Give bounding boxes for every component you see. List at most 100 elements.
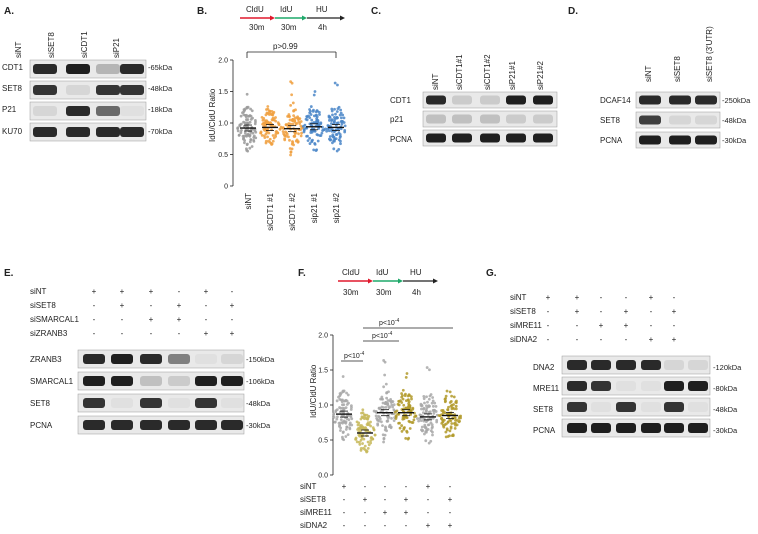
protein-band <box>111 419 133 431</box>
condition-sign: - <box>364 482 367 491</box>
data-point <box>311 109 315 113</box>
data-point <box>248 146 252 150</box>
data-point <box>284 123 288 127</box>
condition-sign: + <box>672 307 677 316</box>
data-point <box>421 411 425 414</box>
data-point <box>316 133 320 137</box>
data-point <box>291 122 295 126</box>
data-point <box>446 408 450 412</box>
condition-sign: + <box>383 508 388 517</box>
data-point <box>345 425 349 429</box>
data-point <box>315 148 319 152</box>
protein-band <box>639 95 661 105</box>
protein-band <box>33 126 57 138</box>
data-point <box>236 129 240 133</box>
data-point <box>364 416 368 420</box>
data-point <box>331 113 334 117</box>
condition-sign: - <box>650 321 653 330</box>
panel-g: G. siNT siSET8 siMRE11 siDNA2 + + - - + -- + - +… <box>486 268 742 438</box>
data-point <box>361 416 365 420</box>
data-point <box>449 419 453 423</box>
data-point <box>269 112 273 116</box>
data-point <box>431 433 434 437</box>
protein-band <box>140 419 162 431</box>
data-point <box>444 430 448 434</box>
protein-band <box>221 353 243 365</box>
data-point <box>420 429 424 433</box>
condition-sign: + <box>426 521 431 530</box>
data-point <box>367 422 371 426</box>
schedule-label-idu: IdU <box>280 5 293 14</box>
panel-g-label: G. <box>486 268 497 279</box>
data-point <box>308 142 312 145</box>
panel-e-condition-label: siNT <box>30 287 47 296</box>
panel-g-condition-label: siDNA2 <box>510 335 538 344</box>
data-point <box>372 409 376 413</box>
data-point <box>397 399 401 403</box>
panel-g-kda-label: -30kDa <box>713 426 738 435</box>
data-point <box>279 125 283 129</box>
protein-band <box>591 422 611 434</box>
condition-sign: - <box>231 287 234 296</box>
data-point <box>367 443 371 447</box>
panel-a-row-label: P21 <box>2 105 17 114</box>
data-point <box>420 407 423 411</box>
data-point <box>334 112 337 116</box>
panel-e-row-label: ZRANB3 <box>30 355 62 364</box>
panel-e-condition-label: siSET8 <box>30 301 56 310</box>
data-point <box>355 440 359 444</box>
data-point <box>373 433 377 437</box>
data-point <box>243 121 247 125</box>
protein-band <box>695 95 717 105</box>
data-point <box>359 448 363 452</box>
data-point <box>402 414 406 418</box>
protein-band <box>195 397 217 409</box>
protein-band <box>533 95 553 105</box>
condition-sign: - <box>93 301 96 310</box>
data-point <box>450 407 454 411</box>
data-point <box>263 119 267 123</box>
data-point <box>459 416 462 420</box>
data-point <box>289 153 292 157</box>
data-point <box>430 426 434 430</box>
condition-sign: - <box>343 521 346 530</box>
panel-g-condition-label: siNT <box>510 293 527 302</box>
protein-band <box>120 84 144 96</box>
data-point <box>365 449 369 453</box>
data-point <box>363 444 367 448</box>
panel-e-label: E. <box>4 268 14 279</box>
data-point <box>408 427 412 430</box>
panel-g-condition-label: siMRE11 <box>510 321 542 330</box>
protein-band <box>567 422 587 434</box>
data-point <box>428 368 431 372</box>
panel-g-kda-label: -120kDa <box>713 363 742 372</box>
panel-b-scatter-plot: 0 0.5 1.0 1.5 2.0 siNT siCDT1 #1 siCDT1 #2 sip21… <box>218 51 347 231</box>
panel-b-schedule: CldU IdU HU 30m 30m 4h <box>240 5 345 32</box>
data-point <box>281 126 285 130</box>
protein-band <box>688 401 708 413</box>
condition-sign: - <box>384 495 387 504</box>
data-point <box>361 442 364 445</box>
panel-f-pvalue: p<10-4 <box>372 331 392 340</box>
data-point <box>412 418 416 422</box>
protein-band <box>195 375 217 387</box>
data-point <box>369 420 372 424</box>
hu-arrowhead-icon <box>340 15 345 21</box>
protein-band <box>221 375 243 387</box>
panel-f-pvalue: p<10-4 <box>344 351 364 360</box>
data-point <box>451 434 455 438</box>
data-point <box>428 410 432 414</box>
data-point <box>423 401 426 405</box>
data-point <box>401 417 405 421</box>
protein-band <box>664 422 684 434</box>
panel-e-condition-label: siSMARCAL1 <box>30 315 79 324</box>
data-point <box>338 397 342 401</box>
data-point <box>343 124 347 128</box>
data-point <box>267 131 271 135</box>
data-point <box>404 406 408 410</box>
protein-band <box>83 353 105 365</box>
data-point <box>266 112 270 115</box>
schedule-time-cldu: 30m <box>249 23 265 32</box>
data-point <box>452 395 456 399</box>
data-point <box>320 131 324 135</box>
